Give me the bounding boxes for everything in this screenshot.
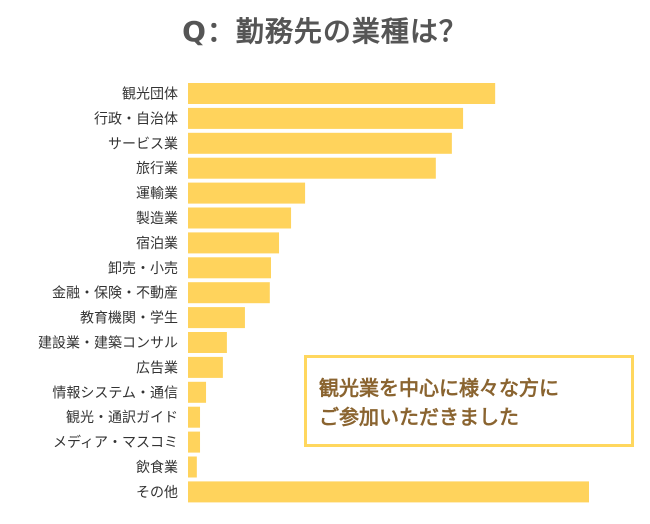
- bar-12: [188, 381, 207, 403]
- bar-0: [188, 83, 496, 104]
- category-label: 飲食業: [136, 459, 178, 476]
- bar-4: [188, 182, 306, 204]
- category-label: 情報システム・通信: [52, 385, 178, 401]
- bar-6: [188, 232, 280, 254]
- category-label: 観光・通訳ガイド: [66, 409, 178, 426]
- category-label: 教育機関・学生: [80, 311, 178, 327]
- category-label: サービス業: [108, 136, 178, 152]
- bar-1: [188, 107, 464, 129]
- category-label: メディア・マスコミ: [53, 434, 178, 451]
- bar-13: [188, 406, 201, 428]
- bar-5: [188, 207, 292, 229]
- chart-title: Q：勤務先の業種は？: [182, 15, 468, 48]
- category-label: 製造業: [136, 211, 178, 227]
- annotation-line-1: 観光業を中心に様々な方に: [319, 376, 559, 400]
- annotation-box: 観光業を中心に様々な方に ご参加いただきました: [304, 355, 634, 447]
- category-label: 行政・自治体: [94, 111, 178, 127]
- bar-7: [188, 257, 272, 279]
- category-label: 建設業・建築コンサル: [38, 336, 178, 352]
- bar-3: [188, 157, 436, 179]
- bar-10: [188, 332, 227, 353]
- category-label: 金融・保険・不動産: [52, 286, 178, 302]
- bar-9: [188, 307, 245, 329]
- category-label: 宿泊業: [136, 235, 178, 252]
- category-label: 観光団体: [122, 86, 178, 103]
- bar-16: [188, 481, 589, 503]
- bar-8: [188, 282, 270, 304]
- bar-2: [188, 132, 452, 154]
- category-label: 運輸業: [136, 186, 178, 202]
- category-label: 旅行業: [136, 161, 178, 177]
- category-label: 卸売・小売: [108, 261, 178, 277]
- bar-15: [188, 456, 197, 478]
- category-label: その他: [136, 485, 178, 501]
- annotation-line-2: ご参加いただきました: [319, 405, 519, 429]
- category-label: 広告業: [136, 360, 178, 376]
- bar-11: [188, 356, 223, 378]
- bar-14: [188, 431, 201, 453]
